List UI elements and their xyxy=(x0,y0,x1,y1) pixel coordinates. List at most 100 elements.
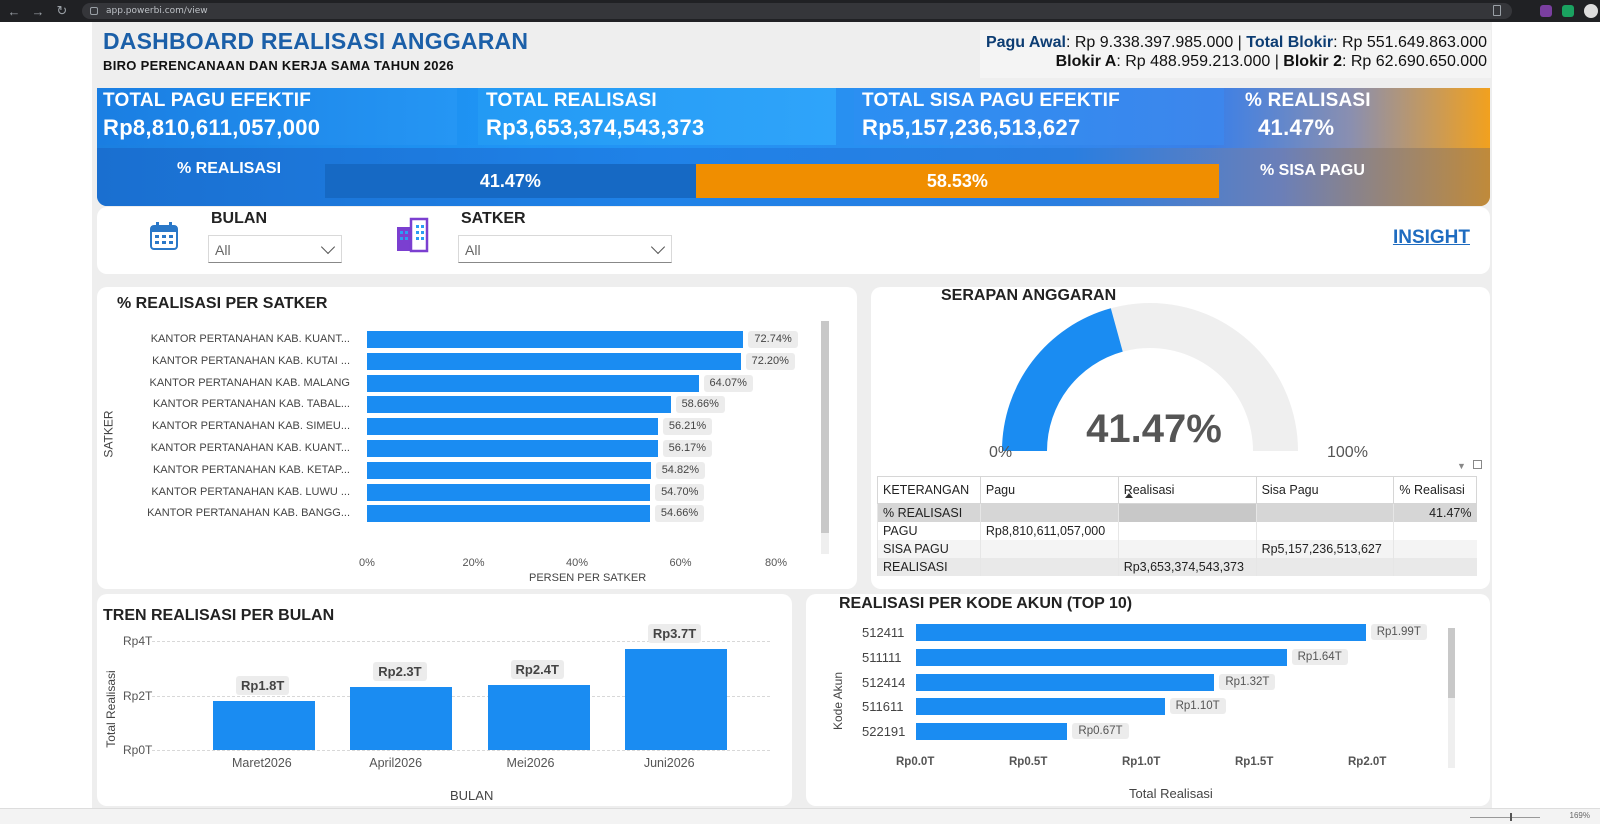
building-icon xyxy=(397,217,429,253)
kpi-total-pagu-card[interactable]: TOTAL PAGU EFEKTIF Rp8,810,611,057,000 xyxy=(97,88,457,145)
gauge-detail-table: KETERANGAN Pagu Realisasi Sisa Pagu % Re… xyxy=(877,476,1477,576)
scrollbar-track[interactable] xyxy=(1448,628,1455,768)
data-label: 72.20% xyxy=(745,352,795,370)
x-tick-label: Rp0.5T xyxy=(1009,756,1048,768)
kpi-label: TOTAL SISA PAGU EFEKTIF xyxy=(862,90,1120,111)
table-row[interactable]: SISA PAGU Rp5,157,236,513,627 xyxy=(877,539,1477,558)
browser-status-bar: 169% xyxy=(0,808,1600,824)
bar[interactable] xyxy=(367,440,658,457)
bar-label: KANTOR PERTANAHAN KAB. KUANT... xyxy=(150,333,350,345)
bar-label: KANTOR PERTANAHAN KAB. MALANG xyxy=(149,376,351,389)
profile-avatar[interactable] xyxy=(1584,4,1598,18)
total-blokir-value: : Rp 551.649.863.000 xyxy=(1333,34,1487,51)
table-row[interactable]: KANTOR PERTANAHAN KAB. KUANT... 56.17% xyxy=(97,440,837,458)
table-row[interactable]: % REALISASI 41.47% xyxy=(877,503,1477,522)
back-icon[interactable]: ← xyxy=(7,3,21,19)
column-header[interactable]: % Realisasi xyxy=(1393,476,1477,504)
progress-sisa-label: % SISA PAGU xyxy=(1260,162,1365,179)
scrollbar-thumb[interactable] xyxy=(1448,628,1455,698)
bar[interactable] xyxy=(350,687,453,750)
bulan-dropdown[interactable]: All xyxy=(208,235,342,263)
column-header[interactable]: Realisasi xyxy=(1117,476,1257,504)
satker-dropdown[interactable]: All xyxy=(458,235,672,263)
bar[interactable] xyxy=(367,418,658,436)
bar[interactable] xyxy=(213,700,315,750)
insight-link[interactable]: INSIGHT xyxy=(1392,227,1470,248)
bar[interactable] xyxy=(487,684,590,750)
extension-icon[interactable] xyxy=(1540,5,1552,17)
kpi-pct-realisasi-card[interactable]: % REALISASI 41.47% xyxy=(1237,88,1490,145)
zoom-slider[interactable] xyxy=(1470,813,1540,821)
bar[interactable] xyxy=(916,698,1165,716)
table-row[interactable]: KANTOR PERTANAHAN KAB. KUANT... 72.74% xyxy=(97,331,837,349)
bar[interactable] xyxy=(367,505,650,523)
bar-label: KANTOR PERTANAHAN KAB. KUTAI ... xyxy=(152,354,350,367)
bar[interactable] xyxy=(916,624,1366,641)
column-header[interactable]: Pagu xyxy=(979,476,1119,504)
gauge-chart[interactable] xyxy=(871,287,1490,467)
data-label: 56.17% xyxy=(662,440,712,457)
tren-y-axis-title: Total Realisasi xyxy=(104,670,118,748)
table-row[interactable]: KANTOR PERTANAHAN KAB. MALANG 64.07% xyxy=(97,374,837,393)
bar[interactable] xyxy=(367,331,744,348)
scrollbar-thumb[interactable] xyxy=(821,321,829,533)
table-row[interactable]: KANTOR PERTANAHAN KAB. KUTAI ... 72.20% xyxy=(97,352,837,371)
table-row[interactable]: PAGU Rp8,810,611,057,000 xyxy=(877,521,1477,540)
table-row[interactable]: KANTOR PERTANAHAN KAB. BANGG... 54.66% xyxy=(97,505,837,523)
browser-toolbar: ← → ↻ app.powerbi.com/view xyxy=(0,0,1600,22)
table-header-row: KETERANGAN Pagu Realisasi Sisa Pagu % Re… xyxy=(877,476,1477,504)
akun-chart-panel: REALISASI PER KODE AKUN (TOP 10) Kode Ak… xyxy=(806,594,1490,806)
table-row[interactable]: KANTOR PERTANAHAN KAB. SIMEU... 56.21% xyxy=(97,418,837,436)
sort-ascending-icon[interactable] xyxy=(1125,493,1133,498)
category-label: 511611 xyxy=(862,699,904,715)
reload-icon[interactable]: ↻ xyxy=(56,3,68,18)
filter-icon[interactable]: ▼ xyxy=(1457,461,1466,471)
calendar-icon xyxy=(150,222,178,250)
data-label: Rp1.10T xyxy=(1169,698,1226,715)
bar[interactable] xyxy=(916,648,1287,666)
data-label: Rp0.67T xyxy=(1072,723,1129,740)
kpi-total-realisasi-card[interactable]: TOTAL REALISASI Rp3,653,374,543,373 xyxy=(478,88,836,145)
site-info-icon[interactable] xyxy=(90,7,98,15)
table-cell: PAGU xyxy=(877,521,981,540)
blokir-2-label: Blokir 2 xyxy=(1283,53,1342,70)
column-header[interactable]: Sisa Pagu xyxy=(1255,476,1395,504)
table-row[interactable]: KANTOR PERTANAHAN KAB. KETAP... 54.82% xyxy=(97,461,837,480)
satker-chart-panel: % REALISASI PER SATKER SATKER KANTOR PER… xyxy=(97,287,857,589)
bar[interactable] xyxy=(367,374,699,392)
zoom-slider-handle[interactable] xyxy=(1510,813,1512,821)
bar[interactable] xyxy=(916,723,1068,741)
y-tick-label: Rp0T xyxy=(123,743,153,757)
realisasi-segment[interactable]: 41.47% xyxy=(325,164,696,198)
bar[interactable] xyxy=(624,649,727,750)
bar-label: KANTOR PERTANAHAN KAB. TABAL... xyxy=(152,398,350,411)
satker-chart-title: % REALISASI PER SATKER xyxy=(117,295,328,312)
column-header[interactable]: KETERANGAN xyxy=(877,476,981,504)
gridline xyxy=(152,750,770,751)
table-row[interactable]: KANTOR PERTANAHAN KAB. LUWU ... 54.70% xyxy=(97,483,837,502)
table-row[interactable]: REALISASI Rp3,653,374,543,373 xyxy=(877,557,1477,576)
pagu-awal-value: : Rp 9.338.397.985.000 | xyxy=(1065,34,1247,51)
bar[interactable] xyxy=(367,461,651,479)
kpi-total-sisa-card[interactable]: TOTAL SISA PAGU EFEKTIF Rp5,157,236,513,… xyxy=(854,88,1224,145)
realisasi-progress-bar[interactable]: 41.47% 58.53% xyxy=(325,164,1219,198)
tren-x-axis-title: BULAN xyxy=(450,788,494,803)
bar[interactable] xyxy=(916,673,1215,691)
address-bar[interactable]: app.powerbi.com/view xyxy=(82,3,1512,19)
extension-icon[interactable] xyxy=(1562,5,1574,17)
bookmark-icon[interactable] xyxy=(1493,5,1501,16)
table-cell: SISA PAGU xyxy=(877,539,981,558)
kpi-value: 41.47% xyxy=(1258,115,1335,140)
forward-icon[interactable]: → xyxy=(31,3,45,19)
focus-mode-icon[interactable] xyxy=(1473,460,1482,469)
sisa-segment[interactable]: 58.53% xyxy=(695,164,1219,198)
bar[interactable] xyxy=(367,396,671,414)
table-cell: Rp3,653,374,543,373 xyxy=(1117,557,1257,576)
bar[interactable] xyxy=(367,352,741,370)
data-label: 64.07% xyxy=(703,374,753,392)
data-label: Rp2.3T xyxy=(373,662,427,682)
bar[interactable] xyxy=(367,483,651,501)
bar-label: KANTOR PERTANAHAN KAB. BANGG... xyxy=(147,507,350,520)
table-row[interactable]: KANTOR PERTANAHAN KAB. TABAL... 58.66% xyxy=(97,396,837,414)
satker-dropdown-value: All xyxy=(465,242,481,258)
